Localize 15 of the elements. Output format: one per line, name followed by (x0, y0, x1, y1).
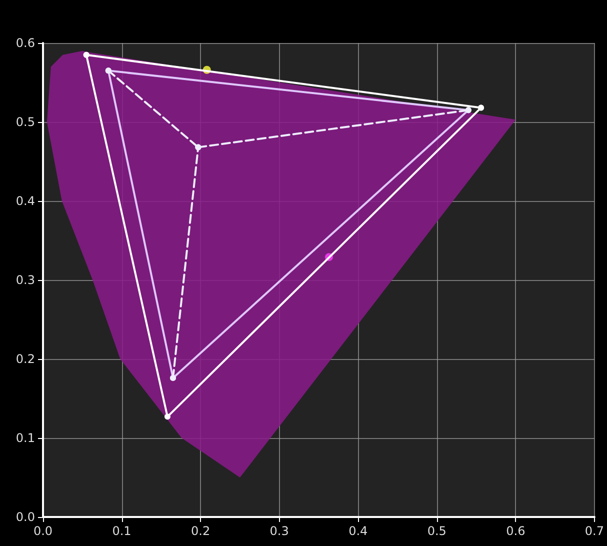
y-tick-label: 0.5 (16, 115, 35, 129)
y-tick-label: 0.3 (16, 273, 35, 287)
x-tick-label: 0.3 (270, 524, 289, 538)
x-tick-label: 0.0 (33, 524, 53, 538)
x-tick-label: 0.7 (584, 524, 604, 538)
y-tick-label: 0.0 (16, 510, 35, 524)
x-tick-label: 0.6 (506, 524, 526, 538)
x-tick-label: 0.1 (112, 524, 132, 538)
x-tick-label: 0.5 (427, 524, 446, 538)
y-tick-label: 0.4 (16, 194, 35, 208)
y-tick-label: 0.1 (16, 431, 35, 445)
x-tick-label: 0.2 (191, 524, 210, 538)
y-tick-label: 0.6 (16, 36, 35, 50)
x-tick-label: 0.4 (348, 524, 368, 538)
y-tick-label: 0.2 (16, 352, 35, 366)
